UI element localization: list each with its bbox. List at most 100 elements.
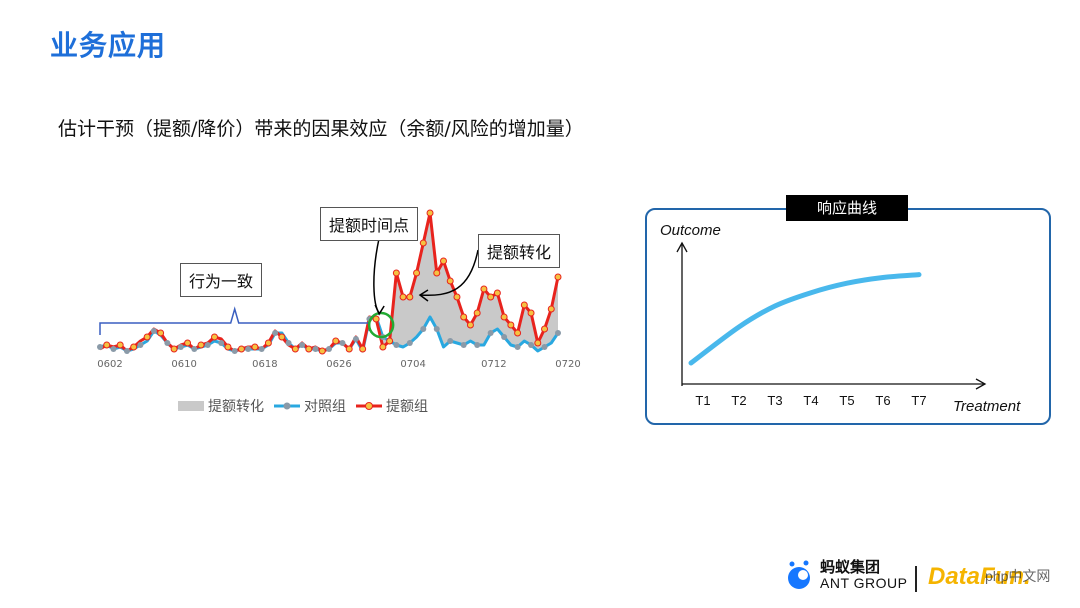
treatment-point (440, 257, 447, 265)
response-curve-layer (688, 272, 922, 366)
treatment-point (157, 329, 165, 337)
treatment-point (413, 269, 421, 277)
logo-divider (915, 566, 917, 592)
treatment-point (446, 277, 454, 285)
x-tick-label: T3 (767, 393, 782, 408)
treatment-point (541, 325, 549, 333)
x-tick-label: T2 (731, 393, 746, 408)
response-x-label: Treatment (953, 398, 1021, 415)
consistency-brace (99, 306, 371, 335)
control-point (474, 342, 481, 348)
treatment-point (372, 315, 380, 323)
control-point (285, 340, 292, 346)
treatment-point (318, 347, 326, 355)
ant-group-cn: 蚂蚁集团 (820, 559, 881, 576)
control-point (137, 342, 144, 348)
chart-legend: 提额转化 对照组 提额组 (178, 396, 428, 416)
control-point (420, 326, 427, 332)
x-tick-label: T6 (875, 393, 890, 408)
callout-time-point: 提额时间点 (320, 207, 419, 241)
page-title: 业务应用 (50, 29, 167, 62)
control-point (177, 344, 184, 350)
treatment-point (143, 333, 151, 341)
treatment-point (527, 309, 535, 317)
treatment-point (345, 345, 353, 353)
treatment-point (419, 239, 427, 247)
treatment-point (197, 341, 205, 349)
treatment-point (507, 321, 515, 329)
legend-item-lift: 提额转化 (178, 396, 264, 416)
x-tick-label: 0720 (555, 359, 580, 370)
callout-lift: 提额转化 (478, 234, 561, 268)
control-point (541, 344, 548, 350)
treatment-point (211, 333, 218, 341)
lift-arrowhead (418, 289, 429, 302)
treatment-point (453, 293, 461, 301)
control-point (460, 342, 467, 348)
legend-item-treatment: 提额组 (356, 396, 428, 416)
x-tick-label: T1 (695, 393, 710, 408)
response-curve-line (688, 272, 922, 366)
treatment-point (224, 343, 232, 351)
treatment-point (460, 313, 468, 321)
lift-area-layer (376, 213, 558, 351)
control-point (528, 342, 535, 348)
control-point (393, 342, 400, 348)
time-point-arrow (373, 237, 380, 314)
control-point (231, 348, 238, 354)
treatment-point (130, 343, 138, 351)
control-point (204, 342, 211, 348)
x-tick-label: T7 (911, 393, 926, 408)
treatment-point (116, 341, 124, 349)
legend-label-treatment: 提额组 (386, 399, 428, 415)
control-point (352, 336, 359, 342)
treatment-point (554, 273, 562, 281)
treatment-point (547, 305, 555, 313)
control-point (447, 338, 454, 344)
treatment-point (426, 209, 434, 217)
control-point (218, 340, 225, 346)
treatment-point (386, 337, 394, 345)
control-point (258, 346, 265, 352)
ant-icon (788, 560, 810, 590)
response-curve-panel (645, 208, 1051, 425)
control-point (164, 340, 171, 346)
y-axis-arrow (676, 241, 688, 253)
control-point (326, 346, 332, 352)
control-point (487, 330, 494, 336)
control-point (433, 326, 440, 332)
control-point (245, 346, 252, 352)
x-tick-label: 0712 (481, 359, 506, 370)
x-tick-label: T5 (839, 393, 854, 408)
datafun-logo: DataFun. (928, 563, 1031, 590)
response-curve-title: 响应曲线 (786, 195, 908, 221)
treatment-point (392, 269, 400, 277)
control-point (312, 346, 319, 352)
control-point (123, 348, 130, 354)
treatment-point (264, 339, 272, 347)
control-point (191, 346, 198, 352)
ant-group-logo: 蚂蚁集团 ANT GROUP (784, 560, 907, 590)
treatment-point (170, 345, 178, 353)
legend-swatch-control (274, 402, 300, 410)
treatment-point (332, 337, 340, 345)
treatment-point (493, 289, 501, 297)
ant-group-en: ANT GROUP (820, 574, 908, 591)
response-x-ticks: T1 T2 T3 T4 T5 T6 T7 (695, 393, 926, 408)
control-point (555, 330, 561, 336)
treatment-point (379, 343, 387, 351)
treatment-point (487, 293, 495, 301)
x-tick-label: 0602 (97, 359, 122, 370)
treatment-point (359, 345, 367, 353)
treatment-point (184, 339, 192, 347)
treatment-point (433, 269, 441, 277)
page-subtitle: 估计干预（提额/降价）带来的因果效应（余额/风险的增加量） (58, 118, 584, 140)
treatment-point (103, 341, 111, 349)
treatment-point (480, 285, 488, 293)
treatment-point (237, 345, 245, 353)
control-point (299, 342, 306, 348)
treatment-point (278, 333, 286, 341)
control-point (150, 328, 157, 334)
lift-arrow (419, 249, 479, 297)
legend-label-lift: 提额转化 (208, 399, 264, 415)
